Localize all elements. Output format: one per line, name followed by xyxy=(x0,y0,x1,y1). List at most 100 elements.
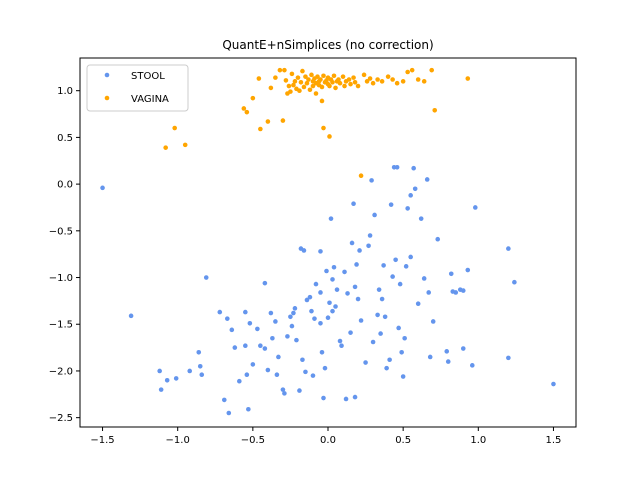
data-point-vagina xyxy=(340,74,346,79)
data-point-vagina xyxy=(390,77,395,82)
data-point-stool xyxy=(430,319,436,324)
legend-box xyxy=(86,64,189,112)
data-point-stool xyxy=(460,288,466,293)
data-point-stool xyxy=(247,321,253,326)
data-point-stool xyxy=(300,357,305,363)
data-point-stool xyxy=(265,367,271,373)
data-point-stool xyxy=(301,248,307,253)
data-point-stool xyxy=(388,202,394,207)
data-point-stool xyxy=(376,287,382,292)
x-tick-label: −1.5 xyxy=(90,435,114,446)
data-point-stool xyxy=(354,262,359,267)
data-point-stool xyxy=(243,309,248,315)
data-point-stool xyxy=(258,343,263,349)
data-point-stool xyxy=(343,396,349,402)
data-point-stool xyxy=(445,359,451,364)
data-point-stool xyxy=(415,301,421,306)
data-point-vagina xyxy=(336,77,341,82)
data-point-stool xyxy=(262,280,268,286)
data-point-stool xyxy=(512,279,517,285)
data-point-vagina xyxy=(333,85,338,91)
data-point-stool xyxy=(330,277,335,282)
data-point-stool xyxy=(342,269,347,275)
y-tick-label: −0.5 xyxy=(49,226,73,237)
data-point-stool xyxy=(328,216,334,221)
data-point-vagina xyxy=(327,134,332,139)
data-point-stool xyxy=(448,271,454,277)
data-point-stool xyxy=(400,374,406,379)
legend: STOOL VAGINA xyxy=(86,64,189,112)
data-point-vagina xyxy=(172,125,177,131)
data-point-vagina xyxy=(163,145,168,150)
data-point-stool xyxy=(351,201,356,207)
data-point-vagina xyxy=(337,80,343,86)
data-point-stool xyxy=(408,254,413,260)
data-point-stool xyxy=(322,365,328,371)
y-tick-label: −2.5 xyxy=(49,413,73,424)
data-point-stool xyxy=(280,387,286,392)
data-point-stool xyxy=(158,387,164,392)
data-point-vagina xyxy=(291,82,296,88)
legend-label-vagina: VAGINA xyxy=(131,94,169,105)
data-point-vagina xyxy=(429,67,435,73)
data-point-stool xyxy=(221,397,227,403)
data-point-stool xyxy=(310,373,316,378)
data-point-vagina xyxy=(331,73,337,79)
data-point-stool xyxy=(372,212,377,218)
data-point-stool xyxy=(157,368,162,374)
data-point-stool xyxy=(390,274,395,279)
data-point-stool xyxy=(381,263,386,268)
data-point-stool xyxy=(203,275,209,280)
data-point-stool xyxy=(408,193,413,198)
data-point-stool xyxy=(345,291,350,296)
data-point-stool xyxy=(243,343,248,349)
data-point-stool xyxy=(411,165,416,171)
data-point-stool xyxy=(339,343,344,349)
data-point-stool xyxy=(282,391,287,396)
data-point-stool xyxy=(268,310,274,316)
data-point-stool xyxy=(469,363,475,368)
data-point-stool xyxy=(382,314,388,320)
data-point-vagina xyxy=(321,73,326,79)
data-point-stool xyxy=(319,349,325,355)
data-point-stool xyxy=(375,312,380,318)
data-point-stool xyxy=(405,206,410,211)
data-point-vagina xyxy=(300,68,305,74)
data-point-stool xyxy=(288,314,293,320)
data-point-stool xyxy=(324,268,329,274)
data-point-stool xyxy=(379,296,385,302)
data-point-stool xyxy=(325,315,331,321)
data-point-stool xyxy=(229,327,235,333)
data-point-stool xyxy=(255,326,260,332)
data-point-vagina xyxy=(295,75,301,80)
data-point-stool xyxy=(473,205,478,210)
data-point-stool xyxy=(307,294,313,300)
data-point-vagina xyxy=(421,79,427,84)
data-point-stool xyxy=(370,339,376,345)
data-point-vagina xyxy=(301,84,307,90)
data-point-stool xyxy=(262,346,268,351)
data-point-stool xyxy=(426,290,432,295)
data-point-stool xyxy=(187,368,193,374)
data-point-vagina xyxy=(273,75,278,80)
data-point-stool xyxy=(393,257,398,263)
y-tick-label: −1.0 xyxy=(49,273,73,284)
data-point-vagina xyxy=(465,76,471,81)
data-point-vagina xyxy=(319,84,325,90)
axes-layer: −1.5 −1.0 −0.5 0.0 0.5 1.0 1.5 −2.5 −2.0 −1.5 −1.0… xyxy=(49,57,577,446)
data-point-stool xyxy=(460,346,466,351)
plot-area xyxy=(80,58,576,427)
data-point-stool xyxy=(270,335,275,341)
data-point-vagina xyxy=(292,79,298,84)
data-point-stool xyxy=(387,357,392,363)
data-point-stool xyxy=(444,349,450,354)
y-tick-label: −2.0 xyxy=(49,366,73,377)
data-point-stool xyxy=(274,372,280,377)
data-point-stool xyxy=(173,376,179,381)
data-point-stool xyxy=(309,308,314,314)
data-point-vagina xyxy=(182,142,188,148)
data-point-stool xyxy=(378,331,383,336)
data-point-stool xyxy=(355,296,361,302)
data-point-vagina xyxy=(297,88,302,93)
legend-marker-stool xyxy=(104,72,110,78)
